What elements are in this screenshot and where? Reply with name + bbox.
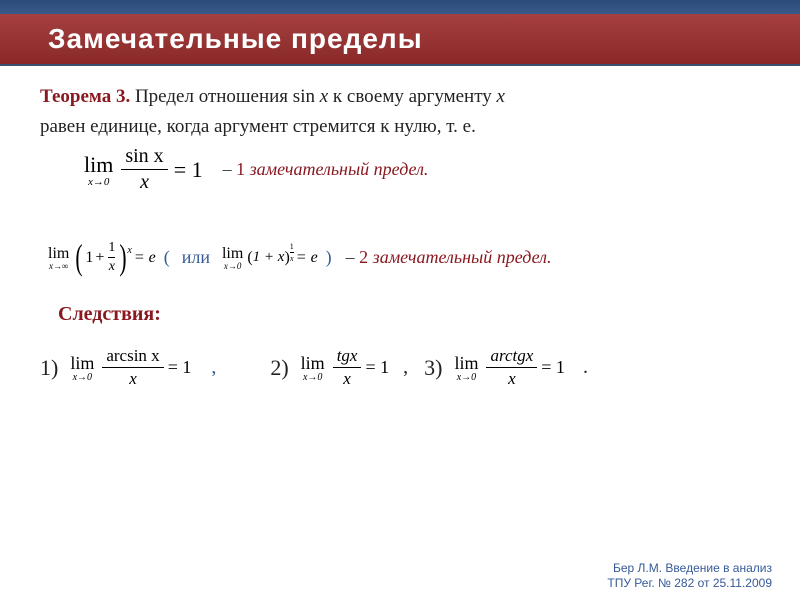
cons-1-limit: lim x→0 arcsin x x = 1 [70, 346, 191, 389]
fraction: arctgx x [486, 346, 537, 389]
frac-line [333, 367, 362, 368]
inner-frac: 1 x [108, 240, 115, 275]
slide-title: Замечательные пределы [48, 23, 423, 55]
second-limit-row: lim x→∞ ( 1 + 1 x ) x = e ( или lim x→0 (… [48, 240, 760, 275]
limit-1: lim x→0 sin x x = 1 [84, 145, 205, 194]
lim-sub: x→∞ [49, 261, 68, 271]
inner-den: x [109, 259, 115, 275]
remark1-num: 1 [236, 159, 245, 179]
remark2-num: 2 [359, 247, 368, 267]
or-lparen: ( [164, 247, 170, 268]
lim-block: lim x→0 [84, 152, 113, 188]
frac-line [121, 169, 167, 170]
sup-frac: 1 x [290, 242, 294, 263]
theorem-text-line2: равен единице, когда аргумент стремится … [40, 114, 760, 140]
plus: + [95, 249, 104, 267]
one: 1 [85, 249, 93, 267]
lim-block: lim x→0 [70, 353, 94, 383]
remark1-text: замечательный предел. [250, 159, 429, 179]
footer: Бер Л.М. Введение в анализ ТПУ Рег. № 28… [607, 561, 772, 592]
theorem-text: Теорема 3. Предел отношения sin x к свое… [40, 84, 760, 110]
eq: = e [296, 249, 318, 267]
theorem-label: Теорема 3. [40, 86, 130, 107]
lim-word: lim [454, 353, 478, 374]
lim-block: lim x→0 [222, 245, 243, 271]
content-area: Теорема 3. Предел отношения sin x к свое… [0, 66, 800, 389]
footer-line2: ТПУ Рег. № 282 от 25.11.2009 [607, 576, 772, 592]
dash: – [223, 159, 232, 179]
frac-line [108, 257, 115, 258]
eq: = e [134, 249, 156, 267]
frac-num: sin x [121, 145, 167, 168]
rparen: ) [120, 243, 127, 272]
lim-sub: x→0 [88, 176, 109, 188]
frac-line [486, 367, 537, 368]
lparen: ( [76, 243, 83, 272]
fraction: arcsin x x [102, 346, 163, 389]
cons-3-idx: 3) [424, 355, 442, 381]
cons-2-idx: 2) [270, 355, 288, 381]
limit-2b: lim x→0 ( 1 + x ) 1 x = e [222, 242, 318, 273]
frac-den: x [339, 369, 355, 389]
footer-line1: Бер Л.М. Введение в анализ [607, 561, 772, 577]
lim-sub: x→0 [303, 372, 322, 383]
inner-num: 1 [108, 240, 115, 256]
theorem-x2: x [497, 86, 505, 107]
theorem-part1: Предел отношения sin [130, 86, 320, 107]
eq: = 1 [168, 357, 192, 378]
remark2-block: – 2 замечательный предел. [346, 247, 552, 268]
or-text: или [182, 247, 210, 268]
theorem-part3: равен единице, когда аргумент стремится … [40, 116, 476, 137]
frac-line [102, 367, 163, 368]
frac-num: tgx [333, 346, 362, 366]
sup-den: x [290, 254, 294, 263]
inner-expr: 1 + x [253, 249, 285, 266]
eq: = 1 [541, 357, 565, 378]
lim-block: lim x→0 [301, 353, 325, 383]
lim-sub: x→0 [224, 261, 242, 271]
theorem-x1: x [320, 86, 328, 107]
fraction: sin x x [121, 145, 167, 194]
lim-block: lim x→0 [454, 353, 478, 383]
theorem-part2: к своему аргументу [328, 86, 496, 107]
or-rparen: ) [326, 247, 332, 268]
sup-x: x [127, 245, 131, 256]
sep-1: , [211, 356, 216, 379]
eq: = 1 [365, 357, 389, 378]
eq-part: = 1 [174, 157, 203, 183]
consequences-label: Следствия: [58, 303, 760, 326]
remark2-text: замечательный предел. [368, 247, 551, 267]
title-bar: Замечательные пределы [0, 14, 800, 66]
frac-num: arctgx [486, 346, 537, 366]
remark-1: – 1 замечательный предел. [223, 159, 429, 180]
frac-line [290, 252, 294, 253]
sup-num: 1 [290, 242, 294, 251]
cons-1-idx: 1) [40, 355, 58, 381]
first-limit-row: lim x→0 sin x x = 1 – 1 замечательный пр… [84, 145, 760, 194]
frac-den: x [125, 369, 141, 389]
lim-word: lim [301, 353, 325, 374]
cons-3-limit: lim x→0 arctgx x = 1 [454, 346, 564, 389]
frac-den: x [136, 171, 153, 194]
lim-block: lim x→∞ [48, 245, 69, 271]
fraction: tgx x [333, 346, 362, 389]
lim-sub: x→0 [73, 372, 92, 383]
sep-3: . [583, 356, 588, 379]
limit-2a: lim x→∞ ( 1 + 1 x ) x = e [48, 240, 156, 275]
lim-word: lim [84, 152, 113, 178]
consequences-row: 1) lim x→0 arcsin x x = 1 , 2) lim x→0 t… [40, 346, 760, 389]
frac-den: x [504, 369, 520, 389]
sep-2: , [403, 356, 408, 379]
top-bar [0, 0, 800, 14]
lim-word: lim [70, 353, 94, 374]
cons-2-limit: lim x→0 tgx x = 1 [301, 346, 389, 389]
lim-sub: x→0 [457, 372, 476, 383]
frac-num: arcsin x [102, 346, 163, 366]
dash: – [346, 247, 355, 267]
